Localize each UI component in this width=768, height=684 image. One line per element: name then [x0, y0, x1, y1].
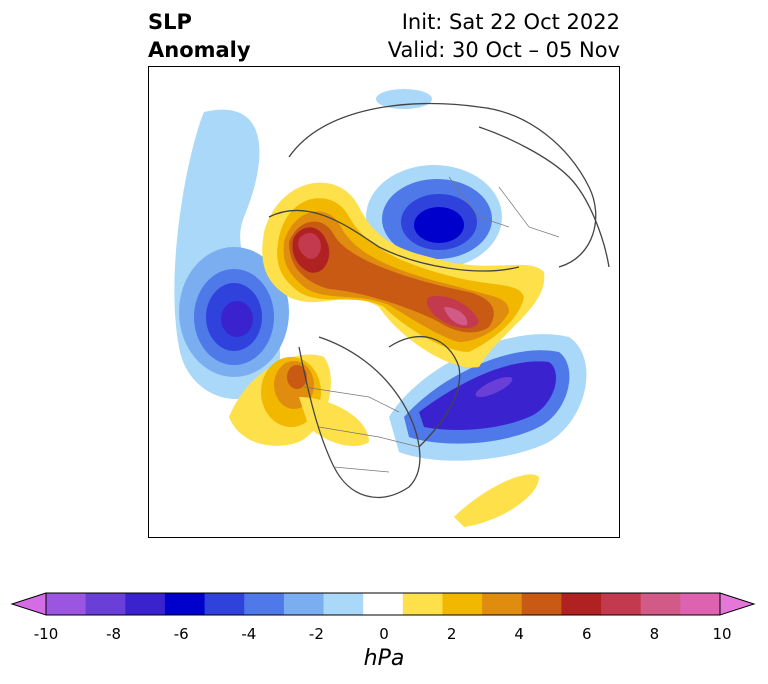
colorbar-cell: [323, 593, 364, 615]
slp-anomaly-map: [174, 89, 610, 527]
colorbar-cell: [601, 593, 642, 615]
colorbar-border: [45, 592, 721, 616]
colorbar-cell: [204, 593, 245, 615]
colorbar-cell: [283, 593, 325, 615]
colorbar-tick-label: -4: [241, 625, 257, 643]
colorbar-over-triangle: [719, 592, 756, 616]
colorbar-cell: [561, 593, 602, 615]
colorbar-tick-label: 8: [649, 625, 660, 643]
init-date: Init: Sat 22 Oct 2022: [401, 10, 620, 34]
colorbar-cell: [680, 593, 721, 615]
colorbar-unit-label: hPa: [363, 646, 405, 671]
colorbar-cell: [125, 593, 166, 615]
map-panel: [148, 66, 620, 538]
colorbar-under-triangle: [10, 592, 47, 616]
colorbar-cell: [402, 593, 443, 615]
colorbar-tick-label: -8: [106, 625, 122, 643]
title-anomaly: Anomaly: [148, 38, 251, 62]
title-right: Init: Sat 22 Oct 2022 Valid: 30 Oct – 05…: [388, 8, 620, 64]
colorbar-cell: [640, 593, 681, 615]
colorbar-cell: [442, 593, 483, 615]
colorbar-tick-label: -2: [308, 625, 324, 643]
colorbar-cell: [46, 593, 87, 615]
colorbar-cell: [244, 593, 285, 615]
colorbar-tick-label: -10: [33, 625, 59, 643]
colorbar-tick-label: 2: [446, 625, 457, 643]
colorbar-cell: [85, 593, 126, 615]
colorbar-tick-label: -6: [173, 625, 189, 643]
colorbar-tick-label: 4: [514, 625, 524, 643]
arctic-high: [262, 182, 545, 368]
colorbar-cells: [46, 593, 721, 615]
coastlines: [268, 102, 610, 499]
colorbar: [10, 592, 756, 616]
pacific-low: [174, 109, 289, 400]
siberia-low: [366, 89, 502, 269]
atlantic-low: [389, 334, 587, 461]
borders: [303, 176, 560, 473]
title-left: SLP Anomaly: [148, 8, 251, 64]
colorbar-cell: [521, 593, 562, 615]
valid-range: Valid: 30 Oct – 05 Nov: [387, 38, 620, 62]
colorbar-tick-label: 10: [712, 625, 732, 643]
title-slp: SLP: [148, 10, 192, 34]
colorbar-tick-label: 6: [582, 625, 592, 643]
colorbar-tick-label: 0: [379, 625, 389, 643]
colorbar-cell: [363, 593, 404, 615]
colorbar-cell: [482, 593, 523, 615]
colorbar-cell: [164, 593, 206, 615]
atlantic-high: [454, 474, 539, 527]
